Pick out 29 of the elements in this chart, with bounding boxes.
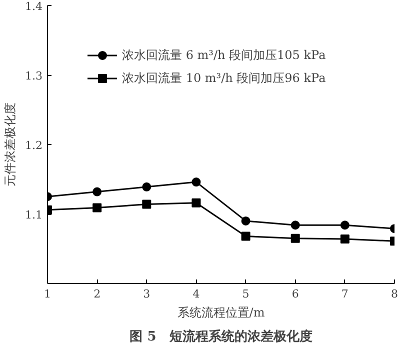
point (340, 234, 350, 244)
point (92, 187, 102, 196)
point (142, 200, 152, 209)
legend-label: 浓水回流量 10 m³/h 段间加压96 kPa (122, 70, 326, 86)
x-tick-label: 6 (292, 288, 299, 300)
point (192, 198, 201, 208)
legend-label: 浓水回流量 6 m³/h 段间加压105 kPa (122, 46, 326, 64)
point (241, 216, 250, 226)
y-tick-label: 1.1 (25, 208, 43, 222)
x-tick-label: 3 (143, 288, 150, 300)
x-tick-label: 7 (341, 288, 348, 300)
x-tick-label: 2 (94, 288, 101, 300)
x-tick-label: 8 (391, 288, 398, 300)
y-axis-title: 元件浓差极化度 (3, 102, 18, 186)
point (290, 220, 300, 230)
y-tick-label: 1.4 (25, 0, 43, 13)
x-axis-title: 系统流程位置/m (177, 306, 266, 320)
point (241, 232, 250, 241)
point (142, 182, 152, 192)
x-tick-label: 5 (242, 288, 250, 300)
point (290, 234, 300, 243)
point (340, 220, 350, 230)
point (192, 178, 201, 187)
caption: 图 5 短流程系统的浓差极化度 (130, 328, 312, 344)
x-tick-label: 1 (44, 288, 51, 300)
point (92, 203, 102, 212)
y-tick-label: 1.3 (25, 70, 43, 82)
y-tick-label: 1.2 (25, 139, 43, 152)
x-tick-label: 4 (192, 288, 200, 300)
